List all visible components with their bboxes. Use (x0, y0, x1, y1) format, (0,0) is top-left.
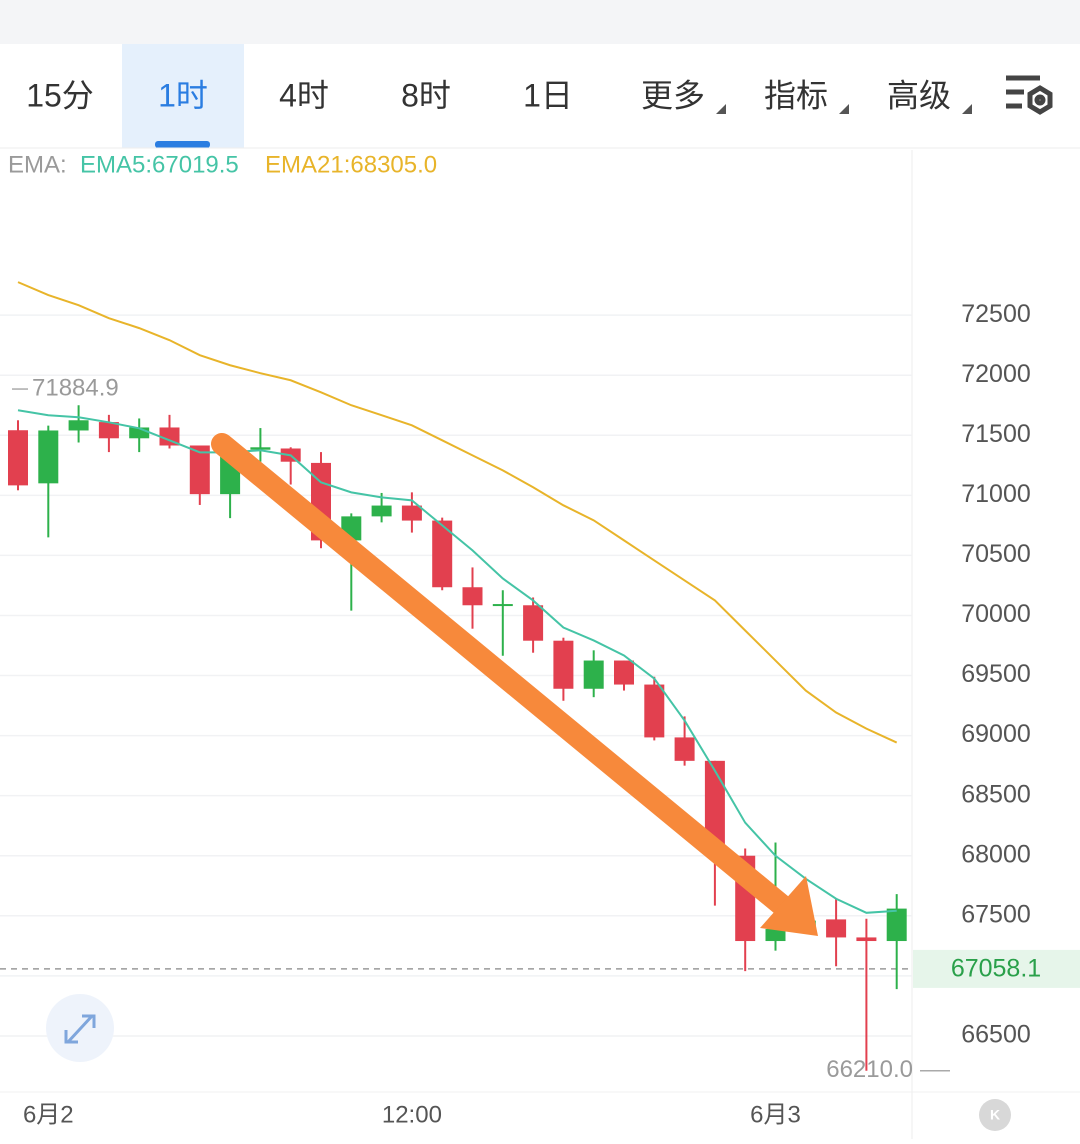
x-tick-label: 6月3 (750, 1101, 801, 1128)
dropdown-arrows (716, 104, 972, 114)
trend-arrow (211, 433, 818, 936)
candle-body (38, 430, 59, 484)
active-tab-bg (122, 44, 244, 148)
tab[interactable]: 指标 (764, 77, 828, 113)
candle-body (614, 660, 634, 685)
y-tick-label: 68500 (961, 780, 1031, 808)
ema-line (17, 281, 898, 744)
candle-body (8, 430, 28, 486)
tab[interactable]: 更多 (641, 77, 705, 113)
tab[interactable]: 1时 (158, 77, 208, 113)
candle-body (826, 919, 847, 938)
tab[interactable]: 4时 (279, 77, 329, 113)
y-tick-label: 72500 (961, 300, 1031, 328)
dropdown-arrow (962, 104, 972, 114)
y-tick-label: 70000 (961, 600, 1031, 628)
last-price-box (913, 949, 1080, 988)
candle-body (129, 427, 150, 439)
candle-body (674, 737, 695, 761)
candle-body (644, 684, 665, 738)
y-tick-label: 68000 (961, 840, 1031, 868)
candle-body (583, 660, 604, 689)
y-tick-label: 69500 (961, 660, 1031, 688)
dropdown-arrow (716, 104, 726, 114)
candle-body (68, 420, 89, 431)
high-marker-label: 71884.9 (32, 374, 119, 401)
y-tick-label: 71000 (961, 480, 1031, 508)
ema-line (17, 409, 897, 914)
candle-body (886, 908, 907, 942)
tab[interactable]: 15分 (26, 77, 94, 113)
candle-body (432, 520, 453, 588)
y-tick-label: 67500 (961, 900, 1031, 928)
candle-body (492, 604, 513, 607)
legend-prefix: EMA: (8, 151, 67, 178)
y-tick-label: 69000 (961, 720, 1031, 748)
k-button[interactable]: K (979, 1099, 1011, 1131)
last-price-label: 67058.1 (951, 955, 1041, 983)
dropdown-arrow (839, 104, 849, 114)
y-tick-label: 71500 (961, 420, 1031, 448)
candle-body (371, 505, 392, 517)
candle-body (523, 605, 544, 641)
expand-button[interactable] (46, 994, 114, 1062)
candle-body (98, 422, 119, 439)
active-tab-indicator (155, 141, 210, 148)
settings-icon[interactable] (1006, 75, 1053, 115)
candle-body (553, 640, 574, 689)
candle-body (250, 447, 271, 450)
x-tick-label: 6月2 (23, 1101, 74, 1128)
low-marker-label: 66210.0 (826, 1056, 913, 1083)
y-tick-label: 66500 (961, 1021, 1031, 1049)
tab[interactable]: 1日 (523, 77, 573, 113)
grid (0, 314, 912, 1037)
tab[interactable]: 8时 (401, 77, 451, 113)
candle-body (856, 937, 877, 942)
tab-bar: 15分 1时 4时 8时 1日 更多 指标 高级 (26, 77, 951, 113)
y-tick-label: 70500 (961, 540, 1031, 568)
legend-entry: EMA5:67019.5 (80, 151, 239, 178)
y-tick-label: 72000 (961, 360, 1031, 388)
status-strip (0, 0, 1080, 44)
candle-body (401, 505, 422, 521)
plot-area (0, 281, 912, 1071)
candle-body (189, 445, 210, 495)
candle-body (462, 587, 483, 606)
candle-body (159, 427, 180, 446)
legend-entry: EMA21:68305.0 (265, 151, 437, 178)
svg-text:K: K (990, 1107, 1000, 1123)
tab[interactable]: 高级 (887, 77, 951, 113)
legend: EMA5:67019.5 EMA21:68305.0 (80, 151, 437, 178)
candle-body (765, 929, 786, 942)
x-tick-label: 12:00 (382, 1101, 442, 1128)
